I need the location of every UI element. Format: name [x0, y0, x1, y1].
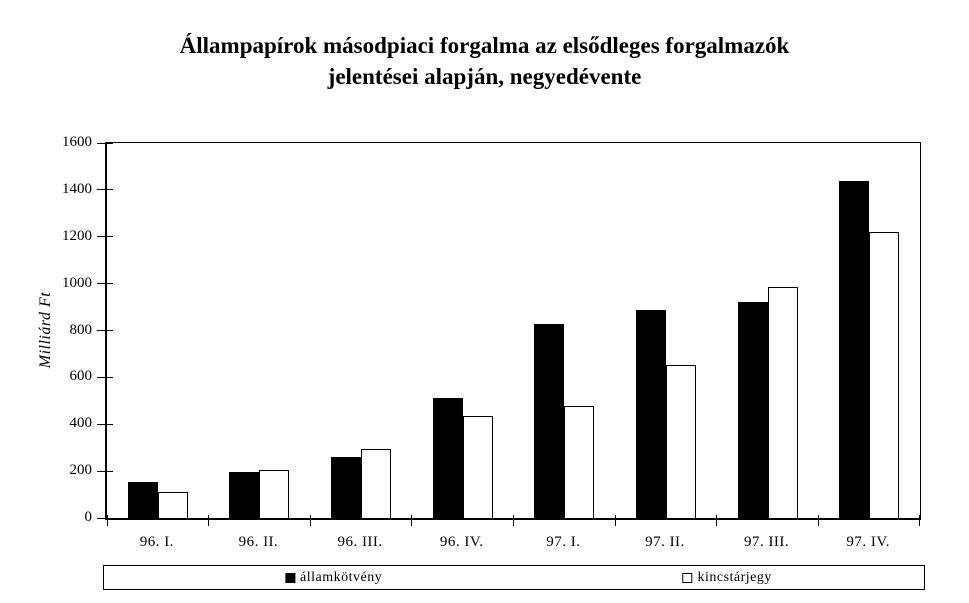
- bar-kincst-rjegy-96-ii: [259, 469, 290, 518]
- bar-kincst-rjegy-96-iv: [462, 416, 493, 518]
- x-axis-tick-label: 97. IV.: [846, 534, 891, 550]
- bar-llamk-tv-ny-96-iv: [432, 398, 463, 518]
- y-axis-tick-label: 200: [69, 462, 93, 479]
- category-group-96-ii: [209, 143, 311, 518]
- legend-label-kincstarjegy: kincstárjegy: [697, 569, 772, 585]
- y-axis-tick: [97, 189, 113, 191]
- y-axis-tick-label: 400: [69, 415, 93, 432]
- x-axis-tick: [817, 515, 819, 526]
- legend-item-allamkotveny: államkötvény: [284, 569, 383, 586]
- y-axis-tick: [97, 423, 113, 425]
- x-axis-tick-label: 96. I.: [139, 534, 174, 550]
- y-axis-tick-label: 800: [69, 321, 93, 338]
- x-axis-tick-label: 97. III.: [743, 534, 790, 550]
- category-group-96-iv: [412, 143, 514, 518]
- x-axis-tick-label: 96. II.: [238, 534, 279, 550]
- x-axis-tick: [614, 515, 616, 526]
- chart-title: Állampapírok másodpiaci forgalma az első…: [0, 30, 969, 92]
- bar-kincst-rjegy-96-iii: [361, 448, 392, 518]
- y-axis-tick-label: 1200: [62, 227, 92, 244]
- bar-kincst-rjegy-97-ii: [665, 365, 696, 518]
- y-axis-tick: [97, 283, 113, 285]
- category-group-96-iii: [310, 143, 412, 518]
- bar-kincst-rjegy-97-iv: [869, 232, 900, 518]
- legend-label-allamkotveny: államkötvény: [299, 569, 383, 585]
- x-axis-tick: [309, 515, 311, 526]
- category-group-97-iii: [717, 143, 819, 518]
- x-axis-tick-label: 96. IV.: [439, 534, 484, 550]
- bar-llamk-tv-ny-96-i: [127, 481, 158, 518]
- chart-title-line1: Állampapírok másodpiaci forgalma az első…: [179, 33, 790, 58]
- category-group-97-i: [514, 143, 616, 518]
- plot-area: [97, 142, 921, 526]
- y-axis-tick: [97, 142, 113, 144]
- bar-llamk-tv-ny-97-ii: [635, 309, 666, 518]
- y-axis-tick-label: 600: [69, 368, 93, 385]
- bar-kincst-rjegy-97-iii: [767, 286, 798, 518]
- x-axis-tick-label: 97. II.: [645, 534, 685, 550]
- legend-item-kincstarjegy: kincstárjegy: [682, 570, 771, 586]
- x-axis-tick: [918, 515, 920, 526]
- y-axis-tick-label: 1600: [62, 134, 92, 150]
- y-axis-tick: [97, 376, 113, 378]
- bar-llamk-tv-ny-97-iv: [839, 180, 870, 518]
- y-axis-tick: [97, 517, 113, 519]
- x-axis-tick: [106, 515, 108, 526]
- category-group-97-iv: [818, 143, 920, 518]
- bar-llamk-tv-ny-97-iii: [737, 302, 768, 518]
- y-axis-tick-label: 1000: [62, 274, 92, 291]
- chart-title-line2: jelentései alapján, negyedévente: [327, 64, 642, 89]
- y-axis-tick-label: 0: [84, 509, 93, 525]
- x-axis-tick: [411, 515, 413, 526]
- category-group-96-i: [107, 143, 209, 518]
- y-axis-tick: [97, 330, 113, 331]
- x-axis-tick-label: 97. I.: [546, 534, 581, 550]
- bar-llamk-tv-ny-97-i: [534, 323, 565, 518]
- y-axis-tick: [97, 236, 113, 238]
- legend: államkötvény kincstárjegy: [103, 565, 925, 590]
- x-axis-tick-label: 96. III.: [337, 534, 383, 550]
- bar-kincst-rjegy-96-i: [157, 492, 188, 518]
- bar-llamk-tv-ny-96-ii: [229, 472, 260, 518]
- x-axis-tick: [716, 515, 718, 526]
- x-axis-tick: [208, 515, 210, 526]
- legend-marker-open-square-icon: [682, 572, 693, 583]
- y-axis-tick-label: 1400: [62, 180, 92, 197]
- x-axis-tick: [513, 515, 514, 526]
- bar-kincst-rjegy-97-i: [564, 405, 595, 518]
- category-group-97-ii: [615, 143, 717, 518]
- bar-llamk-tv-ny-96-iii: [331, 457, 362, 518]
- legend-marker-filled-square-icon: [284, 572, 295, 583]
- y-axis-tick: [97, 470, 113, 472]
